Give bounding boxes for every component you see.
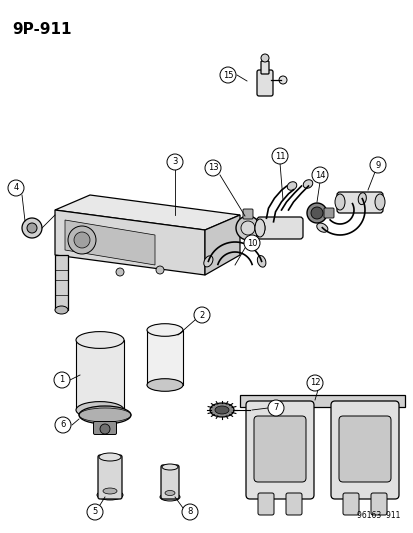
Text: 6: 6	[60, 421, 66, 430]
Circle shape	[235, 216, 259, 240]
Ellipse shape	[357, 193, 366, 205]
Circle shape	[306, 203, 326, 223]
Ellipse shape	[316, 223, 327, 232]
Ellipse shape	[203, 256, 212, 267]
Circle shape	[74, 232, 90, 248]
Polygon shape	[204, 215, 240, 275]
FancyBboxPatch shape	[242, 209, 252, 219]
Circle shape	[271, 148, 287, 164]
Circle shape	[310, 207, 322, 219]
Circle shape	[311, 167, 327, 183]
Ellipse shape	[79, 406, 131, 424]
Circle shape	[55, 417, 71, 433]
FancyBboxPatch shape	[323, 208, 333, 218]
Text: 10: 10	[246, 238, 256, 247]
Circle shape	[306, 375, 322, 391]
Ellipse shape	[209, 403, 233, 417]
Ellipse shape	[99, 453, 121, 461]
Ellipse shape	[103, 488, 117, 494]
Circle shape	[219, 67, 235, 83]
Ellipse shape	[76, 401, 124, 418]
FancyBboxPatch shape	[256, 217, 302, 239]
Text: 1: 1	[59, 376, 64, 384]
FancyBboxPatch shape	[245, 401, 313, 499]
Text: 9: 9	[375, 160, 380, 169]
Circle shape	[182, 504, 197, 520]
Ellipse shape	[302, 180, 312, 188]
Polygon shape	[55, 255, 68, 310]
Ellipse shape	[254, 219, 264, 237]
Ellipse shape	[97, 490, 123, 500]
Ellipse shape	[254, 220, 264, 236]
Text: 2: 2	[199, 311, 204, 319]
Ellipse shape	[147, 324, 183, 336]
Circle shape	[267, 400, 283, 416]
FancyBboxPatch shape	[338, 416, 390, 482]
Ellipse shape	[159, 493, 180, 501]
Circle shape	[204, 160, 221, 176]
Ellipse shape	[165, 490, 175, 496]
Ellipse shape	[287, 182, 296, 190]
FancyBboxPatch shape	[330, 401, 398, 499]
Ellipse shape	[257, 255, 265, 267]
Text: 13: 13	[207, 164, 218, 173]
Circle shape	[260, 54, 268, 62]
Polygon shape	[76, 340, 124, 410]
Polygon shape	[55, 195, 240, 230]
Ellipse shape	[147, 379, 183, 391]
Circle shape	[278, 76, 286, 84]
Ellipse shape	[334, 194, 344, 210]
FancyBboxPatch shape	[254, 416, 305, 482]
Ellipse shape	[214, 406, 228, 414]
FancyBboxPatch shape	[161, 465, 178, 499]
FancyBboxPatch shape	[285, 493, 301, 515]
Circle shape	[243, 235, 259, 251]
Circle shape	[240, 221, 254, 235]
Text: 5: 5	[92, 507, 97, 516]
Text: 96163  911: 96163 911	[356, 511, 399, 520]
Circle shape	[68, 226, 96, 254]
Circle shape	[116, 268, 124, 276]
FancyBboxPatch shape	[93, 422, 116, 434]
Text: 7: 7	[273, 403, 278, 413]
Polygon shape	[65, 220, 154, 265]
FancyBboxPatch shape	[260, 61, 268, 74]
Circle shape	[27, 223, 37, 233]
FancyBboxPatch shape	[370, 493, 386, 515]
FancyBboxPatch shape	[240, 395, 404, 407]
Ellipse shape	[161, 464, 178, 470]
Circle shape	[22, 218, 42, 238]
Circle shape	[54, 372, 70, 388]
Ellipse shape	[76, 332, 124, 349]
Text: 14: 14	[314, 171, 325, 180]
Polygon shape	[147, 330, 183, 385]
FancyBboxPatch shape	[257, 493, 273, 515]
Polygon shape	[55, 210, 204, 275]
Text: 3: 3	[172, 157, 177, 166]
FancyBboxPatch shape	[336, 192, 382, 213]
Text: 15: 15	[222, 70, 233, 79]
Circle shape	[156, 266, 164, 274]
Circle shape	[87, 504, 103, 520]
Circle shape	[166, 154, 183, 170]
Text: 11: 11	[274, 151, 285, 160]
FancyBboxPatch shape	[256, 70, 272, 96]
Text: 12: 12	[309, 378, 320, 387]
Circle shape	[8, 180, 24, 196]
Circle shape	[194, 307, 209, 323]
Text: 9P-911: 9P-911	[12, 22, 71, 37]
FancyBboxPatch shape	[342, 493, 358, 515]
Ellipse shape	[55, 306, 68, 314]
Text: 8: 8	[187, 507, 192, 516]
Circle shape	[100, 424, 110, 434]
Text: 4: 4	[13, 183, 19, 192]
Ellipse shape	[374, 194, 384, 210]
FancyBboxPatch shape	[98, 455, 122, 499]
Circle shape	[369, 157, 385, 173]
